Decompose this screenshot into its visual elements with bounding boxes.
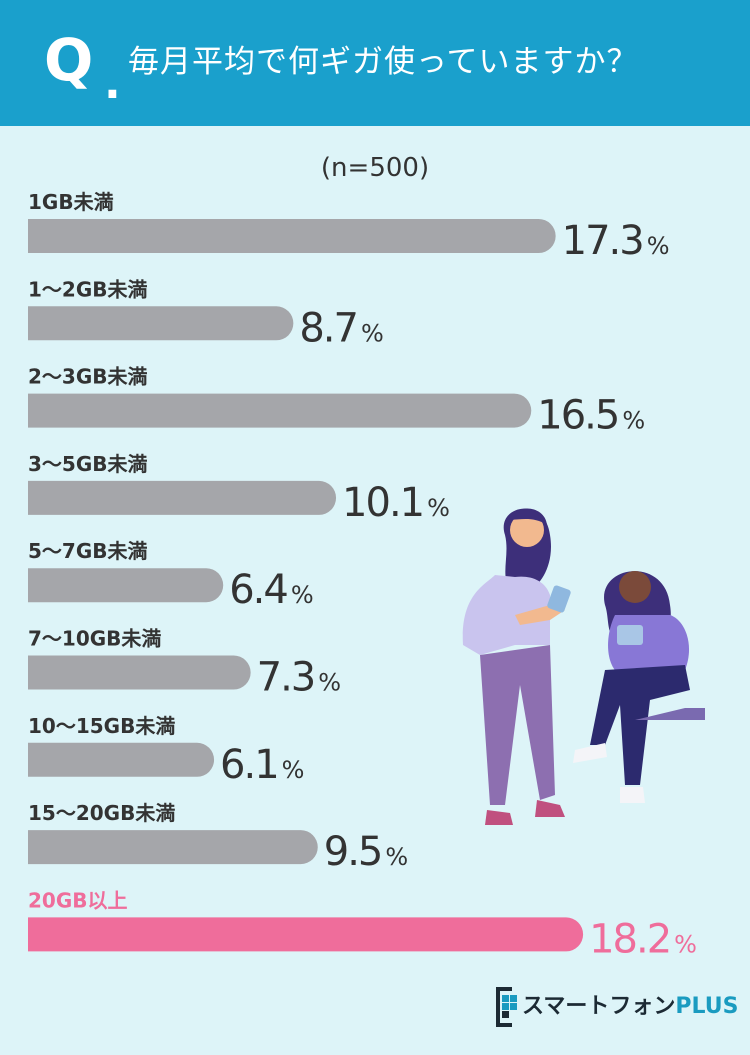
bar	[28, 306, 294, 341]
category-label: 5〜7GB未満	[28, 539, 148, 563]
bar	[28, 655, 251, 690]
bar	[28, 917, 584, 952]
header-banner: Q . 毎月平均で何ギガ使っていますか？	[0, 0, 750, 126]
category-label: 3〜5GB未満	[28, 452, 148, 476]
q-mark: Q	[44, 26, 94, 94]
category-label: 15〜20GB未満	[28, 801, 175, 825]
category-label: 1GB未満	[28, 190, 114, 214]
logo-phone-icon	[496, 987, 517, 1027]
value-label: 17.3%	[562, 218, 670, 264]
category-label: 10〜15GB未満	[28, 714, 175, 738]
category-label: 7〜10GB未満	[28, 627, 161, 651]
sample-size: (n=500)	[320, 153, 430, 183]
value-label: 6.1%	[220, 742, 304, 788]
question-title: 毎月平均で何ギガ使っていますか？	[128, 44, 639, 80]
category-label: 2〜3GB未満	[28, 365, 148, 389]
women-with-phones-illustration	[462, 508, 705, 825]
bar	[28, 393, 532, 428]
standing-woman-figure	[462, 508, 571, 825]
q-dot: .	[104, 58, 121, 109]
value-label: 8.7%	[299, 305, 383, 351]
logo-plus-text: PLUS	[675, 994, 739, 1019]
value-label: 6.4%	[229, 567, 313, 613]
category-label: 20GB以上	[28, 888, 128, 912]
bar	[28, 742, 215, 777]
sitting-woman-figure	[573, 571, 705, 803]
value-label: 16.5%	[537, 393, 645, 439]
brand-logo: スマートフォンPLUS	[490, 985, 738, 1029]
bar	[28, 480, 337, 515]
value-label: 18.2%	[589, 916, 697, 962]
category-label: 1〜2GB未満	[28, 277, 148, 301]
bar	[28, 830, 318, 865]
value-label: 10.1%	[342, 480, 450, 526]
bar	[28, 219, 556, 253]
value-label: 7.3%	[257, 655, 341, 701]
bar	[28, 568, 224, 603]
value-label: 9.5%	[324, 829, 408, 875]
logo-brand-text: スマートフォン	[522, 994, 676, 1019]
logo-wordmark: スマートフォンPLUS	[522, 993, 738, 1021]
